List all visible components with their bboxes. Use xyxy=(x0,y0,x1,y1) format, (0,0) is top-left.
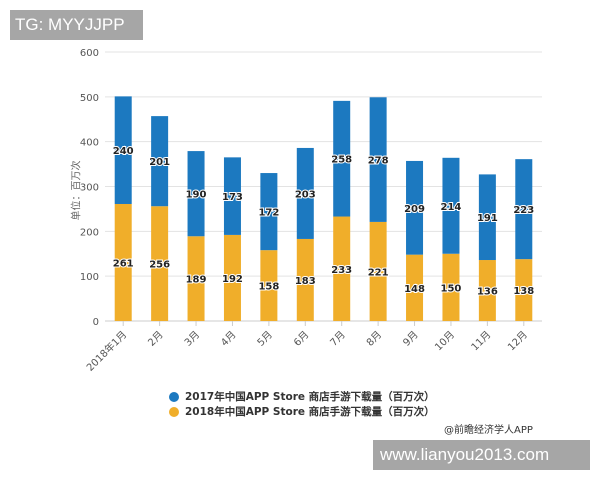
y-tick-label: 200 xyxy=(80,227,99,238)
data-label: 190 xyxy=(186,190,207,201)
legend-item-2018[interactable]: 2018年中国APP Store 商店手游下载量（百万次） xyxy=(169,404,435,419)
data-label: 189 xyxy=(186,275,207,286)
data-label: 223 xyxy=(513,205,534,216)
x-tick-label: 4月 xyxy=(219,329,239,349)
data-label: 183 xyxy=(295,276,316,287)
x-tick-label: 9月 xyxy=(401,329,421,349)
data-label: 240 xyxy=(113,146,134,157)
data-label: 138 xyxy=(513,286,534,297)
bar-segment xyxy=(406,254,424,321)
data-label: 278 xyxy=(368,156,389,167)
x-tick-label: 3月 xyxy=(182,329,202,349)
bar-segment xyxy=(114,96,132,204)
watermark-bottom-right: www.lianyou2013.com xyxy=(373,440,590,470)
data-label: 192 xyxy=(222,274,243,285)
data-label: 158 xyxy=(258,282,279,293)
y-tick-label: 600 xyxy=(80,48,99,59)
bar-segment xyxy=(151,206,169,321)
bar-segment xyxy=(333,216,351,321)
data-label: 172 xyxy=(258,208,279,219)
data-label: 258 xyxy=(331,155,352,166)
data-label: 150 xyxy=(441,283,462,294)
legend-dot-icon xyxy=(169,391,179,402)
x-tick-label: 6月 xyxy=(291,329,311,349)
data-label: 221 xyxy=(368,267,389,278)
data-label: 261 xyxy=(113,258,134,269)
bar-segment xyxy=(296,147,314,239)
x-tick-label: 10月 xyxy=(433,329,458,354)
bar-segment xyxy=(114,203,132,321)
data-label: 191 xyxy=(477,213,498,224)
data-label: 148 xyxy=(404,284,425,295)
y-tick-label: 500 xyxy=(80,93,99,104)
bar-segment xyxy=(478,174,496,261)
bar-segment xyxy=(515,259,533,321)
data-label: 233 xyxy=(331,265,352,276)
legend-item-2017[interactable]: 2017年中国APP Store 商店手游下载量（百万次） xyxy=(169,389,435,404)
source-credit: @前瞻经济学人APP xyxy=(444,425,533,436)
bar-segment xyxy=(260,173,278,251)
y-tick-label: 100 xyxy=(80,272,99,283)
y-tick-label: 400 xyxy=(80,138,99,149)
x-tick-label: 12月 xyxy=(505,329,530,354)
data-label: 136 xyxy=(477,287,498,298)
y-tick-label: 300 xyxy=(80,183,99,194)
bar-segment xyxy=(296,238,314,321)
legend-label: 2017年中国APP Store 商店手游下载量（百万次） xyxy=(185,391,435,403)
bar-segment xyxy=(369,221,387,321)
data-label: 209 xyxy=(404,204,425,215)
bar-segment xyxy=(223,234,241,321)
legend-label: 2018年中国APP Store 商店手游下载量（百万次） xyxy=(185,406,435,418)
bar-segment xyxy=(260,250,278,321)
x-tick-label: 11月 xyxy=(469,329,494,354)
bar-segment xyxy=(369,97,387,222)
bar-segment xyxy=(333,100,351,217)
bar-segment xyxy=(223,157,241,235)
bar-segment xyxy=(442,157,460,254)
bar-segment xyxy=(187,236,205,321)
bar-segment xyxy=(478,260,496,321)
data-label: 203 xyxy=(295,189,316,200)
y-axis-label: 单位：百万次 xyxy=(71,160,83,221)
data-label: 214 xyxy=(441,202,462,213)
bar-segment xyxy=(406,160,424,255)
legend-dot-icon xyxy=(169,406,179,417)
bar-segment xyxy=(515,159,533,260)
x-tick-label: 7月 xyxy=(328,329,348,349)
data-label: 256 xyxy=(149,260,170,271)
y-tick-label: 0 xyxy=(93,317,99,328)
x-tick-label: 5月 xyxy=(255,329,275,349)
x-tick-label: 8月 xyxy=(364,329,384,349)
bar-segment xyxy=(151,116,169,207)
bar-segment xyxy=(187,151,205,237)
data-label: 173 xyxy=(222,192,243,203)
data-label: 201 xyxy=(149,157,170,168)
bar-segment xyxy=(442,253,460,321)
watermark-top-left: TG: MYYJJPP xyxy=(10,10,143,40)
x-tick-label: 2月 xyxy=(146,329,166,349)
x-tick-label: 2018年1月 xyxy=(84,328,130,374)
